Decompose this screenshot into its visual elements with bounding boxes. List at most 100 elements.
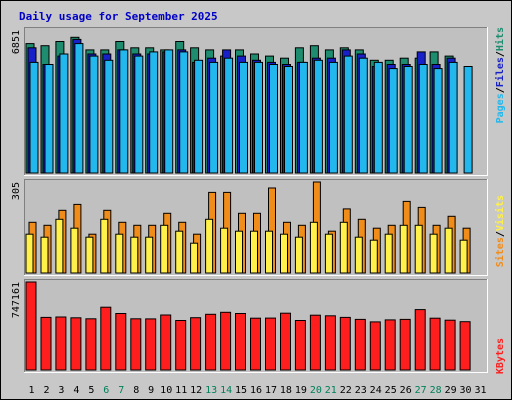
bar-visits-day-20: [309, 221, 318, 274]
bar-pages-day-25: [388, 68, 398, 174]
bar-kbytes-day-29: [444, 319, 456, 371]
bar-visits-day-17: [265, 230, 273, 274]
y-max-label: 305: [11, 182, 22, 200]
panel-requests: 6851: [11, 27, 488, 176]
x-tick-label: 22: [340, 385, 352, 396]
bar-kbytes-day-1: [25, 281, 37, 371]
bar-kbytes-day-3: [55, 316, 67, 371]
bar-kbytes-day-26: [399, 318, 411, 371]
bar-pages-day-9: [149, 51, 159, 174]
x-tick-label: 20: [310, 385, 322, 396]
bar-pages-day-30: [463, 66, 473, 174]
bar-visits-day-3: [55, 218, 64, 274]
y-max-label: 6851: [11, 30, 22, 54]
bar-visits-day-9: [145, 236, 154, 274]
x-tick-label: 6: [103, 385, 109, 396]
x-tick-label: 23: [355, 385, 367, 396]
bar-kbytes-day-28: [429, 317, 441, 371]
bar-pages-day-23: [358, 57, 368, 174]
x-tick-label: 5: [88, 385, 94, 396]
x-tick-label: 15: [235, 385, 247, 396]
bar-visits-day-11: [175, 230, 184, 274]
series-pages: [29, 43, 473, 174]
x-tick-label: 11: [175, 385, 187, 396]
panel-visitors: 305: [11, 179, 488, 276]
bar-pages-day-15: [239, 61, 248, 174]
bar-kbytes-day-13: [205, 313, 217, 371]
x-tick-label: 4: [73, 385, 79, 396]
x-tick-label: 8: [133, 385, 139, 396]
bar-visits-day-19: [294, 236, 303, 274]
bar-visits-day-14: [220, 227, 229, 274]
x-tick-label: 27: [415, 385, 427, 396]
bar-visits-day-4: [70, 227, 79, 274]
bar-kbytes-day-4: [70, 317, 82, 371]
x-tick-label: 1: [28, 385, 34, 396]
bar-visits-day-15: [235, 230, 243, 274]
legend-item-hits: Hits: [494, 27, 506, 51]
panel-volume: 747161: [11, 279, 488, 373]
legend-separator: /: [495, 51, 506, 57]
bar-kbytes-day-14: [220, 311, 232, 371]
legend-separator: /: [495, 231, 506, 237]
bar-pages-day-12: [194, 59, 204, 174]
x-tick-label: 26: [400, 385, 412, 396]
bar-pages-day-24: [373, 61, 383, 174]
bar-pages-day-13: [209, 61, 219, 174]
bar-visits-day-13: [205, 218, 214, 274]
bar-kbytes-day-10: [160, 314, 172, 371]
bar-visits-day-24: [369, 239, 378, 274]
x-tick-label: 7: [118, 385, 124, 396]
series-visits: [25, 218, 468, 274]
bar-visits-day-28: [429, 233, 438, 274]
bar-pages-day-1: [29, 61, 39, 174]
chart-title: Daily usage for September 2025: [19, 10, 218, 23]
bar-kbytes-day-23: [354, 318, 366, 371]
x-tick-label: 30: [459, 385, 471, 396]
bar-pages-day-20: [313, 59, 323, 174]
bar-pages-day-5: [89, 55, 99, 174]
bar-visits-day-10: [160, 224, 169, 274]
bar-pages-day-18: [284, 66, 293, 174]
bar-kbytes-day-25: [384, 319, 396, 371]
bar-visits-day-21: [324, 233, 333, 274]
bar-pages-day-8: [134, 55, 144, 174]
bar-kbytes-day-16: [250, 317, 261, 371]
legend-item-pages: Pages: [495, 93, 506, 123]
x-tick-label: 19: [295, 385, 307, 396]
bar-kbytes-day-22: [339, 316, 351, 371]
bar-kbytes-day-8: [130, 318, 142, 371]
bar-kbytes-day-19: [294, 320, 306, 371]
bar-pages-day-10: [164, 49, 174, 174]
x-tick-label: 9: [148, 385, 154, 396]
legend-item-visits: Visits: [494, 195, 506, 231]
bar-pages-day-28: [433, 68, 443, 174]
bar-pages-day-6: [104, 59, 114, 174]
bar-visits-day-12: [190, 242, 199, 274]
bar-kbytes-day-18: [280, 312, 291, 371]
bar-kbytes-day-6: [100, 306, 112, 371]
bar-visits-day-29: [444, 227, 453, 274]
legend-separator: /: [495, 87, 506, 93]
bar-pages-day-21: [328, 61, 338, 174]
bar-visits-day-7: [115, 233, 124, 274]
bar-pages-day-2: [44, 64, 54, 174]
x-tick-label: 2: [43, 385, 49, 396]
bar-visits-day-5: [85, 236, 94, 274]
x-tick-label: 12: [190, 385, 202, 396]
x-tick-label: 16: [250, 385, 262, 396]
bar-kbytes-day-7: [115, 313, 127, 371]
bar-visits-day-6: [100, 218, 109, 274]
bar-kbytes-day-24: [369, 321, 381, 371]
y-max-label: 747161: [11, 282, 22, 318]
series-kbytes: [25, 281, 471, 371]
bar-pages-day-17: [269, 64, 278, 174]
bar-pages-day-27: [418, 64, 428, 174]
x-tick-label: 14: [220, 385, 232, 396]
bar-pages-day-29: [448, 61, 458, 174]
bar-kbytes-day-12: [190, 317, 202, 371]
bar-pages-day-26: [403, 66, 413, 174]
bar-kbytes-day-27: [414, 309, 426, 371]
